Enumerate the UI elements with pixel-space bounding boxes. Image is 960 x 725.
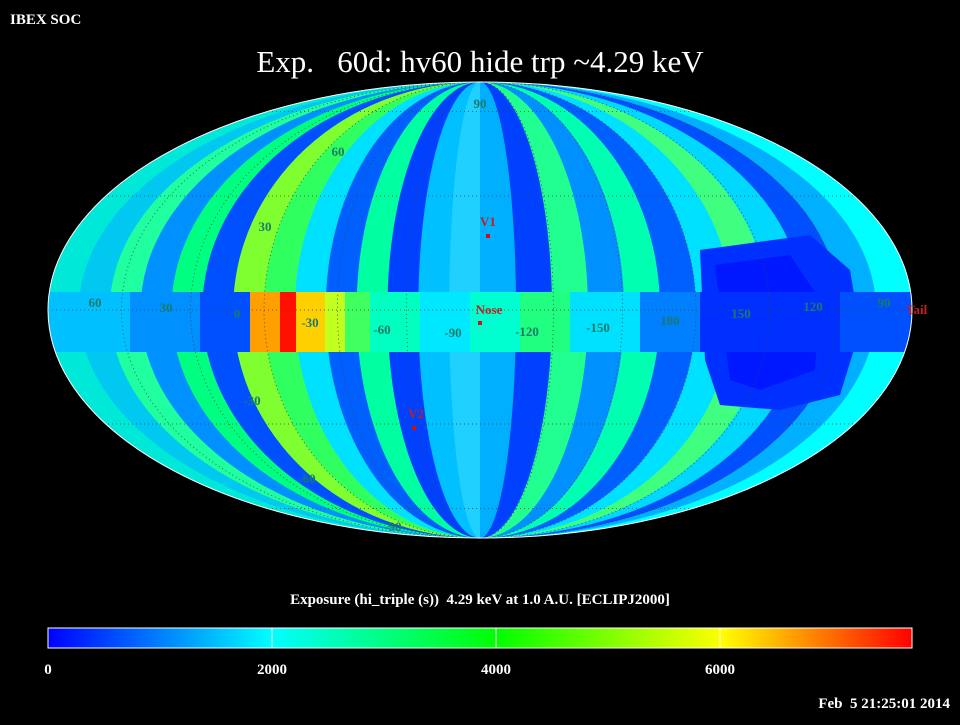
marker-label: Nose	[476, 302, 503, 317]
longitude-label: -150	[586, 320, 610, 335]
map-cell	[325, 292, 345, 352]
map-cell	[130, 292, 200, 352]
meridian	[406, 82, 554, 538]
longitude-label: 180	[660, 313, 680, 328]
map-cell	[200, 292, 250, 352]
map-cell	[840, 292, 912, 352]
longitude-label: -120	[515, 324, 539, 339]
map-cell	[470, 292, 520, 352]
header: IBEX SOC	[10, 12, 81, 28]
longitude-label: 150	[731, 306, 751, 321]
marker-dot	[486, 234, 490, 238]
map-cell	[370, 292, 420, 352]
longitude-label: 120	[803, 299, 823, 314]
latitude-label: 30	[259, 219, 272, 234]
marker-dot	[478, 321, 482, 325]
latitude-label: -90	[384, 519, 401, 534]
marker-label: Tail	[906, 302, 928, 317]
map-outline	[47, 81, 913, 539]
longitude-label: 90	[878, 295, 891, 310]
latitude-label: -30	[243, 393, 260, 408]
map-cell	[48, 292, 130, 352]
latitude-label: -60	[298, 471, 315, 486]
marker-dot	[412, 426, 416, 430]
map-cell	[700, 292, 840, 352]
colorbar	[47, 627, 913, 649]
latitude-label: 60	[332, 144, 345, 159]
meridian	[190, 82, 770, 538]
map-cell	[570, 292, 640, 352]
longitude-label: 30	[160, 300, 173, 315]
map-cell	[420, 292, 470, 352]
title: Exp. 60d: hv60 hide trp ~4.29 keV	[256, 44, 704, 79]
longitude-label: -60	[373, 322, 390, 337]
map-cell	[296, 292, 325, 352]
meridian	[337, 82, 623, 538]
longitude-label: -90	[444, 325, 461, 340]
marker-label: V2	[408, 406, 424, 421]
longitude-label: -30	[301, 315, 318, 330]
colorbar-tick-label: 0	[44, 662, 52, 678]
map-cell	[345, 292, 370, 352]
latitude-label: 90	[474, 96, 487, 111]
marker-label: V1	[480, 214, 496, 229]
map-cell	[250, 292, 280, 352]
map-cell	[520, 292, 570, 352]
colorbar-tick-label: 4000	[481, 662, 511, 678]
colorbar-tick-label: 6000	[705, 662, 735, 678]
timestamp: Feb 5 21:25:01 2014	[818, 696, 950, 712]
colorbar-title: Exposure (hi_triple (s)) 4.29 keV at 1.0…	[290, 592, 670, 608]
map-cell	[280, 292, 296, 352]
map-cell	[640, 292, 700, 352]
colorbar-tick-label: 2000	[257, 662, 287, 678]
meridian	[121, 82, 839, 538]
latitude-label: 0	[234, 306, 241, 321]
longitude-label: 60	[89, 295, 102, 310]
